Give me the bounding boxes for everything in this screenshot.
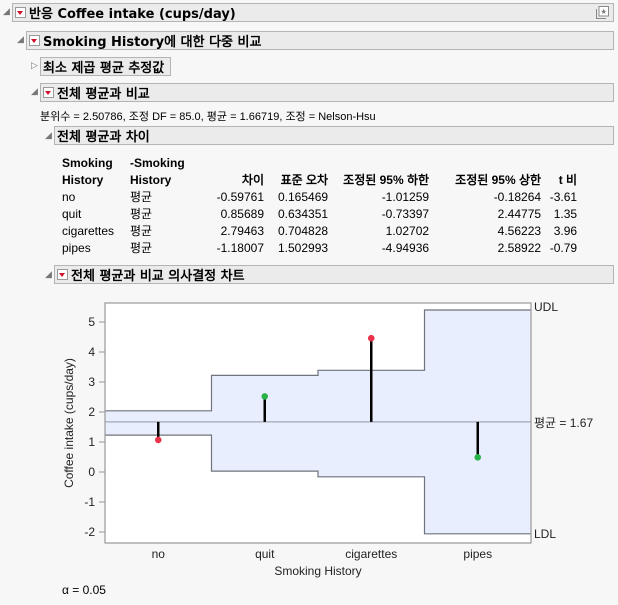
svg-text:1: 1 [88,435,95,449]
red-triangle-menu-icon[interactable] [57,269,68,280]
svg-text:2: 2 [88,405,95,419]
response-title: 반응 Coffee intake (cups/day) [29,7,236,22]
table-row: quit 평균 0.85689 0.634351 -0.73397 2.44775 1.… [62,207,578,221]
svg-text:평균 = 1.67: 평균 = 1.67 [534,416,593,430]
table-row: no 평균 -0.59761 0.165469 -1.01259 -0.18264 -3… [62,190,578,204]
svg-text:4: 4 [88,345,95,359]
expand-triangle-icon[interactable]: ▷ [31,61,38,71]
lsmeans-header[interactable]: 최소 제곱 평균 추정값 [40,57,171,76]
red-triangle-menu-icon[interactable] [29,35,40,46]
svg-text:LDL: LDL [534,527,556,541]
svg-text:0: 0 [88,465,95,479]
svg-text:no: no [152,547,166,561]
table-row: cigarettes 평균 2.79463 0.704828 1.02702 4.56… [62,224,578,238]
svg-text:5: 5 [88,315,95,329]
diff-table: Smoking History -Smoking History 차이 표준 오차 … [62,155,577,257]
col-header-tratio[interactable]: t 비 [558,173,578,187]
col-header-lower[interactable]: 조정된 95% 하한 [343,173,430,187]
svg-text:pipes: pipes [463,547,492,561]
response-header[interactable]: 반응 Coffee intake (cups/day) [12,3,614,22]
multiple-comparisons-header[interactable]: Smoking History에 대한 다중 비교 [26,31,614,50]
col-header-diff[interactable]: 차이 [241,173,264,187]
collapse-triangle-icon[interactable]: ◢ [45,270,52,280]
col-header-vs[interactable]: -Smoking History [130,156,185,187]
mean-point [367,334,375,342]
multiple-comparisons-title: Smoking History에 대한 다중 비교 [43,35,262,50]
red-triangle-menu-icon[interactable] [43,87,54,98]
svg-text:cigarettes: cigarettes [345,547,397,561]
svg-text:-2: -2 [84,525,95,539]
compare-overall-header[interactable]: 전체 평균과 비교 [40,83,614,102]
mean-point [261,393,269,400]
table-row: pipes 평균 -1.18007 1.502993 -4.94936 2.58922… [62,241,578,255]
lsmeans-title: 최소 제곱 평균 추정값 [43,61,165,76]
pin-icon[interactable] [596,6,609,19]
svg-text:Smoking History: Smoking History [274,564,361,578]
collapse-triangle-icon[interactable]: ◢ [31,87,38,97]
collapse-triangle-icon[interactable]: ◢ [17,35,24,45]
diff-table-title: 전체 평균과 차이 [57,130,150,145]
collapse-triangle-icon[interactable]: ◢ [3,7,10,17]
col-header-upper[interactable]: 조정된 95% 상한 [455,173,542,187]
svg-text:Coffee intake (cups/day): Coffee intake (cups/day) [62,358,76,488]
decision-chart-title: 전체 평균과 비교 의사결정 차트 [71,269,245,284]
col-header-level[interactable]: Smoking History [62,156,113,187]
red-triangle-menu-icon[interactable] [15,7,26,18]
diff-table-header[interactable]: 전체 평균과 차이 [54,126,614,145]
mean-point [154,436,162,444]
svg-text:UDL: UDL [534,300,558,314]
stats-line: 분위수 = 2.50786, 조정 DF = 85.0, 평균 = 1.6671… [40,111,376,123]
compare-overall-title: 전체 평균과 비교 [57,87,150,102]
col-header-stderr[interactable]: 표준 오차 [280,173,329,187]
collapse-triangle-icon[interactable]: ◢ [45,131,52,141]
mean-point [474,454,482,461]
svg-text:quit: quit [255,547,275,561]
svg-text:3: 3 [88,375,95,389]
alpha-label: α = 0.05 [62,583,106,597]
decision-chart-header[interactable]: 전체 평균과 비교 의사결정 차트 [54,265,614,284]
svg-text:-1: -1 [84,495,95,509]
